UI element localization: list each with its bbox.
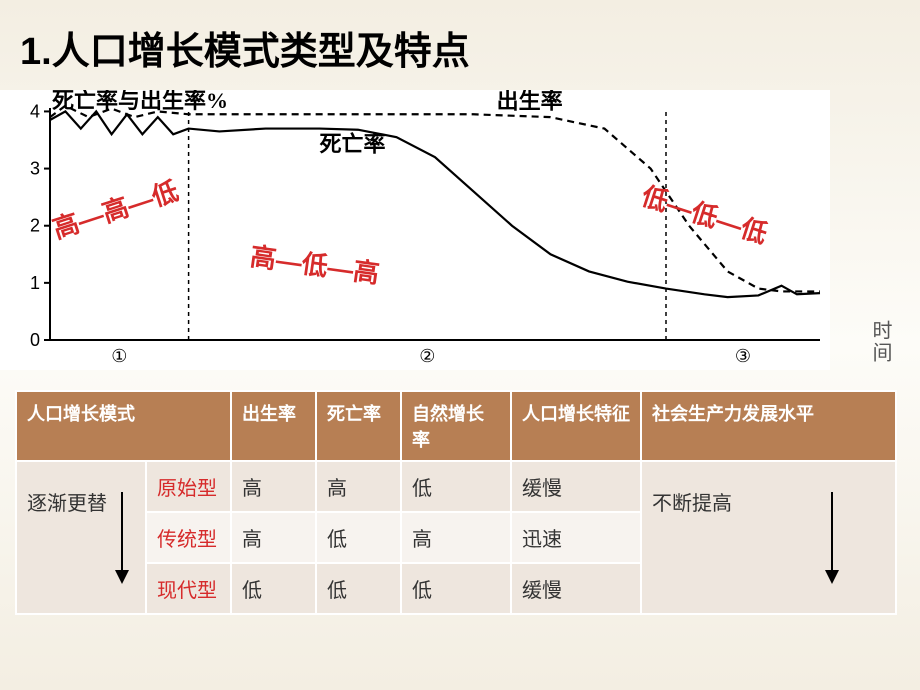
cell: 高	[231, 512, 316, 563]
cell: 低	[316, 563, 401, 614]
svg-text:4: 4	[30, 101, 40, 121]
svg-text:出生率: 出生率	[497, 90, 563, 114]
cell: 迅速	[511, 512, 641, 563]
svg-text:0: 0	[30, 330, 40, 350]
cell: 高	[231, 461, 316, 512]
x-axis-label: 时间	[866, 320, 895, 364]
cell: 低	[401, 461, 511, 512]
cell: 缓慢	[511, 563, 641, 614]
th: 社会生产力发展水平	[641, 391, 896, 461]
page-title: 1.人口增长模式类型及特点	[0, 0, 920, 85]
cell-productivity: 不断提高	[641, 461, 896, 614]
th: 出生率	[231, 391, 316, 461]
cell: 高	[316, 461, 401, 512]
cell: 低	[401, 563, 511, 614]
growth-model-table: 人口增长模式出生率死亡率自然增长率人口增长特征社会生产力发展水平逐渐更替原始型高…	[15, 390, 915, 615]
th: 自然增长率	[401, 391, 511, 461]
cell-replace: 逐渐更替	[16, 461, 146, 614]
cell: 高	[401, 512, 511, 563]
svg-text:2: 2	[30, 216, 40, 236]
cell: 缓慢	[511, 461, 641, 512]
svg-text:死亡率与出生率%: 死亡率与出生率%	[52, 90, 228, 113]
cell: 低	[316, 512, 401, 563]
cell: 低	[231, 563, 316, 614]
svg-text:1: 1	[30, 273, 40, 293]
th: 人口增长特征	[511, 391, 641, 461]
svg-text:②: ②	[419, 346, 435, 366]
svg-text:3: 3	[30, 159, 40, 179]
th: 死亡率	[316, 391, 401, 461]
th-model: 人口增长模式	[16, 391, 231, 461]
cell-type: 传统型	[146, 512, 231, 563]
cell-type: 原始型	[146, 461, 231, 512]
svg-text:③: ③	[735, 346, 751, 366]
svg-text:①: ①	[111, 346, 127, 366]
svg-text:死亡率: 死亡率	[320, 131, 386, 156]
cell-type: 现代型	[146, 563, 231, 614]
